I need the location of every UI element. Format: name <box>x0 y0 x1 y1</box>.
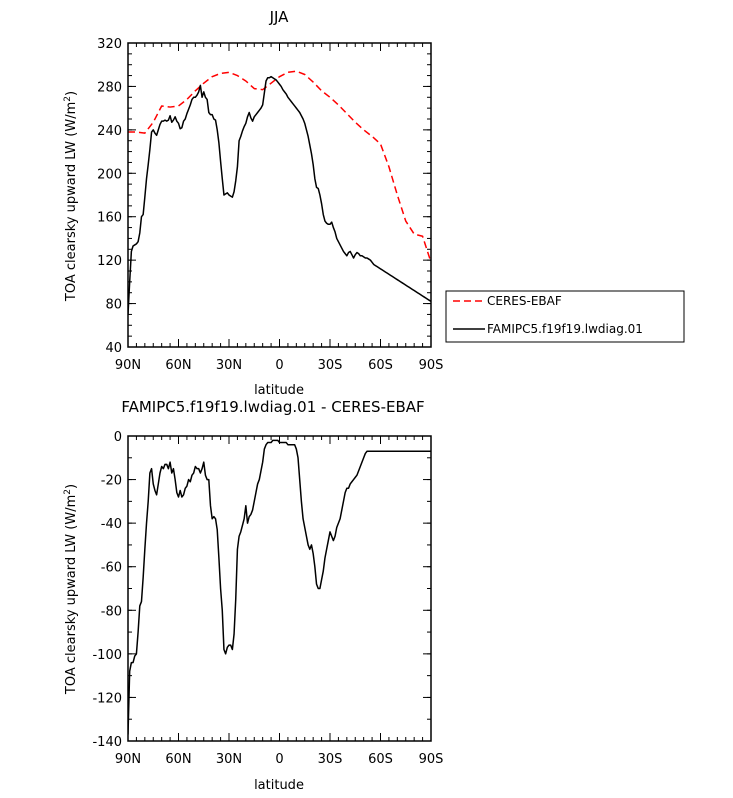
bottom-panel: FAMIPC5.f19f19.lwdiag.01 - CERES-EBAF 90… <box>63 398 443 793</box>
top-y-axis-title: TOA clearsky upward LW (W/m2) <box>63 91 79 302</box>
bottom-chart-title: FAMIPC5.f19f19.lwdiag.01 - CERES-EBAF <box>121 398 424 416</box>
bottom-x-tick-label: 60S <box>368 752 393 767</box>
top-y-tick-label: 280 <box>97 80 122 95</box>
bottom-x-tick-label: 90S <box>419 752 444 767</box>
bottom-x-tick-label: 90N <box>115 752 141 767</box>
bottom-y-tick-label: 0 <box>114 430 122 445</box>
legend-label-ceres: CERES-EBAF <box>487 294 562 308</box>
bottom-x-tick-label: 30S <box>318 752 343 767</box>
bottom-x-axis-title: latitude <box>254 778 304 793</box>
top-x-tick-label: 60N <box>165 358 191 373</box>
top-x-tick-label: 90N <box>115 358 141 373</box>
top-y-tick-label: 80 <box>105 298 122 313</box>
top-y-tick-label: 240 <box>97 124 122 139</box>
bottom-y-tick-label: -60 <box>101 561 122 576</box>
bottom-x-tick-label: 0 <box>275 752 283 767</box>
bottom-y-tick-label: -20 <box>101 474 122 489</box>
top-x-tick-label: 30S <box>318 358 343 373</box>
legend: CERES-EBAF FAMIPC5.f19f19.lwdiag.01 <box>445 290 685 343</box>
bottom-y-tick-label: -140 <box>92 735 122 750</box>
top-x-tick-label: 30N <box>216 358 242 373</box>
top-plot-frame <box>127 42 432 348</box>
legend-label-famipc5: FAMIPC5.f19f19.lwdiag.01 <box>487 322 643 336</box>
top-y-tick-label: 320 <box>97 37 122 52</box>
bottom-y-axis-title: TOA clearsky upward LW (W/m2) <box>63 484 79 695</box>
top-x-tick-label: 0 <box>275 358 283 373</box>
top-y-axis-title-close: ) <box>64 91 79 96</box>
top-x-axis-title: latitude <box>254 383 304 398</box>
top-y-axis-title-sup: 2 <box>63 96 73 102</box>
bottom-y-axis-title-text: TOA clearsky upward LW (W/m <box>64 495 79 695</box>
top-series-line-ceres-ebaf <box>128 70 431 263</box>
top-y-tick-label: 160 <box>97 211 122 226</box>
bottom-y-tick-label: -40 <box>101 517 122 532</box>
top-y-tick-label: 120 <box>97 254 122 269</box>
bottom-y-axis-title-close: ) <box>64 484 79 489</box>
top-chart-title: JJA <box>269 8 290 26</box>
bottom-plot-frame <box>127 435 432 742</box>
bottom-y-tick-label: -80 <box>101 604 122 619</box>
bottom-y-tick-label: -100 <box>92 648 122 663</box>
top-plot-area: 90N 60N 30N 0 30S 60S 90S 40 80 120 160 200 240 280 32… <box>97 37 443 373</box>
bottom-y-axis-title-sup: 2 <box>63 489 73 495</box>
top-y-tick-label: 40 <box>105 341 122 356</box>
top-x-tick-label: 90S <box>419 358 444 373</box>
bottom-series-line-difference <box>128 439 431 735</box>
bottom-plot-area: 90N 60N 30N 0 30S 60S 90S -140 -120 -100 -80 -60 -40… <box>92 430 443 767</box>
top-y-tick-label: 200 <box>97 167 122 182</box>
bottom-x-tick-label: 30N <box>216 752 242 767</box>
top-y-axis-title-text: TOA clearsky upward LW (W/m <box>64 102 79 302</box>
top-series-line-famipc5-f19f19-lwdiag-01 <box>128 75 431 315</box>
legend-box <box>445 290 685 343</box>
bottom-x-tick-label: 60N <box>165 752 191 767</box>
top-x-tick-label: 60S <box>368 358 393 373</box>
bottom-y-tick-label: -120 <box>92 691 122 706</box>
top-panel: JJA 90N 60N 30N 0 30S 60S 90S 40 80 120 160 200 240 2… <box>63 8 443 398</box>
